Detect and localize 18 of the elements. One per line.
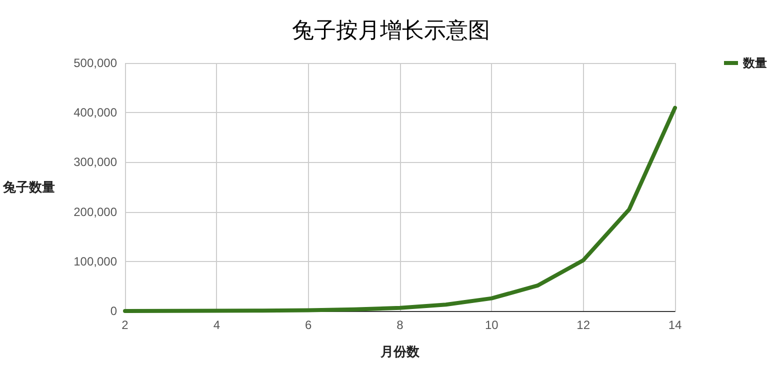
y-tick-label: 400,000 xyxy=(74,106,118,120)
x-tick-label: 4 xyxy=(213,318,220,332)
x-tick-label: 6 xyxy=(304,318,312,332)
line-series xyxy=(123,106,677,313)
x-tick-label: 10 xyxy=(484,318,499,332)
y-axis-title: 兔子数量 xyxy=(2,180,55,194)
x-tick-label: 14 xyxy=(668,318,682,332)
chart-title: 兔子按月增长示意图 xyxy=(292,18,490,42)
y-tick-label: 500,000 xyxy=(74,56,118,70)
x-tick-label: 12 xyxy=(576,318,590,332)
y-tick-label: 300,000 xyxy=(74,155,118,170)
x-axis-title: 月份数 xyxy=(380,344,420,359)
y-tick-label: 100,000 xyxy=(74,254,118,268)
y-tick-label: 200,000 xyxy=(74,204,118,219)
y-tick-label: 0 xyxy=(110,304,118,318)
x-tick-label: 2 xyxy=(122,318,129,332)
legend-label: 数量 xyxy=(742,56,767,70)
x-tick-label: 8 xyxy=(396,318,404,332)
